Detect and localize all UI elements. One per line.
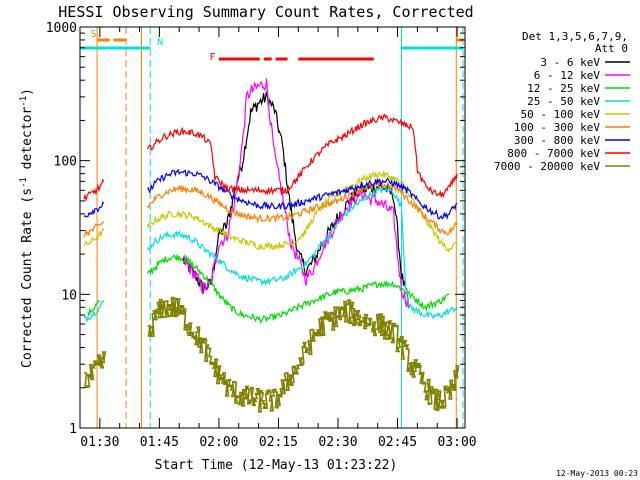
legend-label-25-50-kev: 25 - 50 keV [527, 95, 600, 108]
series-800-7000-kev-segment-1 [147, 113, 458, 199]
series-300-800-kev-segment-1 [147, 168, 458, 221]
series-12-25-kev [87, 253, 450, 325]
legend-label-6-12-kev: 6 - 12 keV [534, 69, 601, 82]
y-tick-label-3: 1000 [46, 21, 77, 36]
series-7000-20000-kev-segment-0 [83, 351, 107, 388]
series-3-6-kev-segment-0 [182, 91, 410, 308]
legend-label-12-25-kev: 12 - 25 keV [527, 82, 600, 95]
series-800-7000-kev [83, 113, 458, 202]
flag-s-label: S [90, 29, 96, 40]
legend-label-50-100-kev: 50 - 100 keV [521, 108, 601, 121]
legend-header-line-2: Att 0 [595, 42, 628, 55]
x-tick-label-0: 01:30 [80, 435, 119, 450]
x-tick-label-1: 01:45 [140, 435, 179, 450]
series-25-50-kev-segment-0 [83, 300, 105, 324]
y-tick-label-0: 1 [69, 422, 77, 437]
legend-label-3-6-kev: 3 - 6 keV [540, 56, 600, 69]
legend-label-7000-20000-kev: 7000 - 20000 keV [494, 160, 600, 173]
plot-frame [79, 26, 466, 429]
x-tick-label-4: 02:30 [318, 435, 357, 450]
series-25-50-kev [83, 184, 458, 324]
x-tick-label-6: 03:00 [437, 435, 476, 450]
x-tick-label-3: 02:15 [259, 435, 298, 450]
legend-label-800-7000-kev: 800 - 7000 keV [507, 147, 600, 160]
series-12-25-kev-segment-0 [87, 299, 100, 316]
series-layer [83, 78, 460, 413]
flag-f-label: F [210, 52, 216, 63]
series-6-12-kev-segment-0 [182, 78, 410, 309]
series-300-800-kev [83, 168, 458, 221]
axes: 1 10 100 1000 01:30 01:45 02:00 02:15 02:30 02:45… [46, 21, 477, 450]
series-800-7000-kev-segment-0 [83, 178, 105, 202]
legend-label-300-800-kev: 300 - 800 keV [514, 134, 600, 147]
timestamp: 12-May-2013 00:23 [556, 469, 638, 478]
series-7000-20000-kev [83, 296, 460, 413]
series-100-300-kev-segment-1 [147, 179, 458, 236]
series-12-25-kev-segment-1 [146, 253, 450, 325]
series-25-50-kev-segment-1 [146, 184, 458, 320]
series-100-300-kev-segment-0 [83, 221, 105, 238]
chart-title: HESSI Observing Summary Count Rates, Cor… [58, 3, 473, 21]
legend-label-100-300-kev: 100 - 300 keV [514, 121, 600, 134]
series-7000-20000-kev-segment-1 [147, 296, 460, 413]
series-100-300-kev [83, 179, 458, 238]
event-lines [79, 27, 464, 428]
x-tick-label-2: 02:00 [199, 435, 238, 450]
flags-layer: S N F [80, 29, 464, 63]
y-tick-label-2: 100 [54, 155, 77, 170]
series-50-100-kev-segment-0 [83, 227, 105, 247]
y-tick-label-1: 10 [61, 288, 77, 303]
legend-header-line-1: Det 1,3,5,6,7,9, [522, 30, 628, 43]
x-tick-label-5: 02:45 [378, 435, 417, 450]
series-300-800-kev-segment-0 [83, 201, 105, 218]
x-axis-label: Start Time (12-May-13 01:23:22) [155, 458, 398, 473]
series-3-6-kev [182, 91, 410, 308]
series-6-12-kev [182, 78, 410, 309]
y-axis-label: Corrected Count Rate (s-1 detector-1) [19, 88, 35, 368]
flag-n-label: N [157, 37, 163, 48]
